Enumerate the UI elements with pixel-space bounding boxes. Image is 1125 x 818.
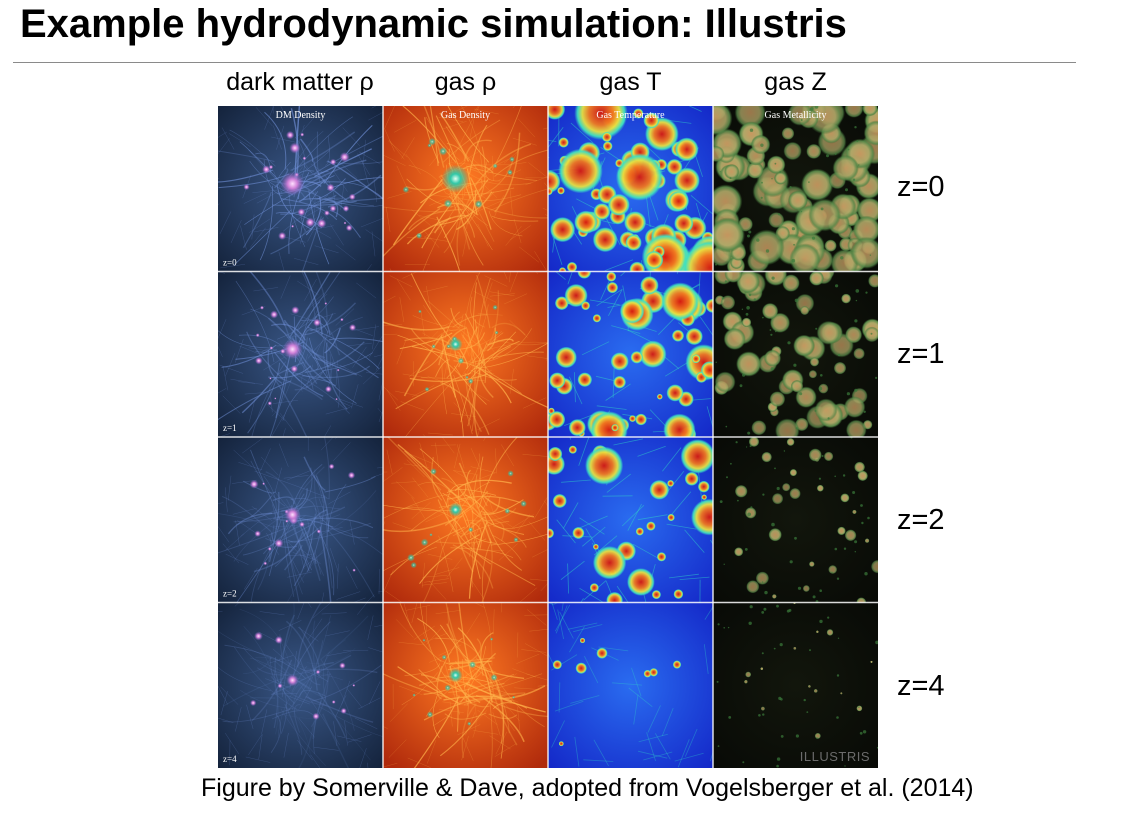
- slide-title: Example hydrodynamic simulation: Illustr…: [20, 2, 847, 46]
- panel-gas-metallicity-z1: [713, 271, 878, 437]
- panel-gas-metallicity-z0: [713, 106, 878, 272]
- column-header-gas-density: gas ρ: [434, 68, 497, 96]
- panel-redshift-label-z4: z=4: [223, 754, 237, 764]
- row-label-z1: z=1: [897, 338, 945, 370]
- panel-gas-temperature-z1: [548, 271, 713, 437]
- panel-redshift-label-z0: z=0: [223, 258, 237, 268]
- panel-title-gas-metallicity: Gas Metallicity: [765, 110, 827, 121]
- title-divider: [13, 62, 1076, 63]
- panel-gas-temperature-z4: [548, 602, 713, 768]
- simulation-panels-image: DM Density Gas Density Gas Temperature Gas …: [218, 106, 878, 768]
- row-label-z4: z=4: [897, 670, 945, 702]
- panel-gas-density-z0: [383, 106, 548, 272]
- column-header-gas-metallicity: gas Z: [764, 68, 827, 96]
- panel-gas-density-z1: [383, 271, 548, 437]
- illustris-watermark: ILLUSTRIS: [800, 749, 870, 764]
- row-label-z2: z=2: [897, 504, 945, 536]
- figure-caption: Figure by Somerville & Dave, adopted fro…: [201, 774, 974, 802]
- panel-dm-density-z1: [218, 271, 383, 437]
- column-header-dark-matter-density: dark matter ρ: [226, 68, 374, 96]
- panel-redshift-label-z2: z=2: [223, 589, 237, 599]
- panel-gas-density-z2: [383, 437, 548, 603]
- panel-gas-metallicity-z2: [713, 437, 878, 603]
- panel-gas-metallicity-z4: [713, 602, 878, 768]
- panel-title-gas-density: Gas Density: [441, 110, 490, 121]
- panel-title-dm-density: DM Density: [276, 110, 326, 121]
- panel-gas-density-z4: [383, 602, 548, 768]
- panel-title-gas-temperature: Gas Temperature: [596, 110, 665, 121]
- panel-gas-temperature-z2: [548, 437, 713, 603]
- panel-gas-temperature-z0: [548, 106, 713, 272]
- panel-dm-density-z0: [218, 106, 383, 272]
- column-header-gas-temperature: gas T: [599, 68, 662, 96]
- simulation-panel-grid: DM Density Gas Density Gas Temperature Gas …: [218, 106, 878, 768]
- panel-dm-density-z2: [218, 437, 383, 603]
- panel-dm-density-z4: [218, 602, 383, 768]
- row-label-z0: z=0: [897, 171, 945, 203]
- panel-redshift-label-z1: z=1: [223, 423, 237, 433]
